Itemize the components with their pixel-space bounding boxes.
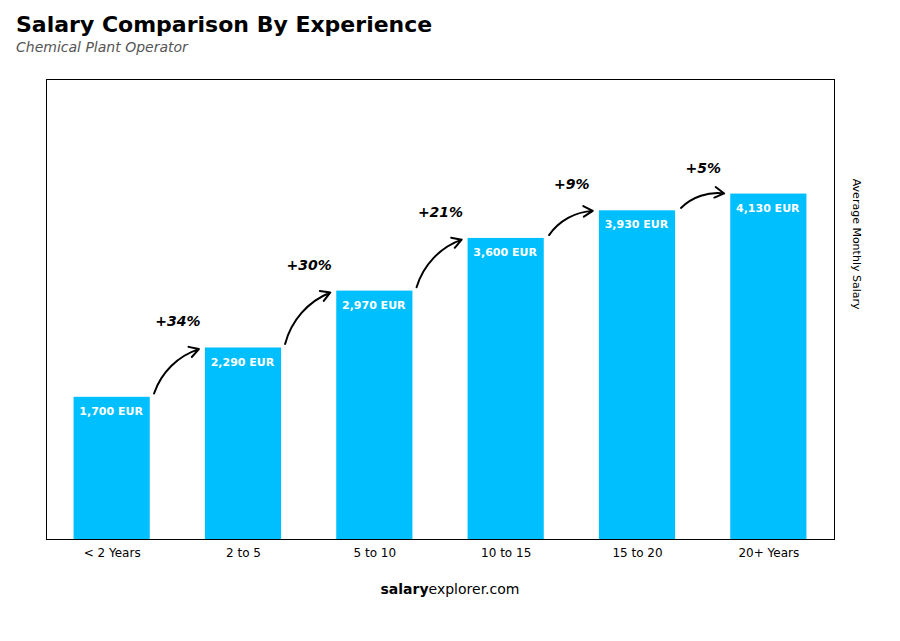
html-text:salary explorer.com: salary explorer.com <box>380 581 520 597</box>
svg-text:2,970 EUR: 2,970 EUR <box>342 299 406 312</box>
svg-text:+30%: +30% <box>287 257 332 273</box>
svg-text:3,600 EUR: 3,600 EUR <box>473 246 537 259</box>
svg-text:4,130 EUR: 4,130 EUR <box>736 202 800 215</box>
svg-text:5 to 10: 5 to 10 <box>354 546 397 560</box>
svg-text:+5%: +5% <box>685 160 721 176</box>
svg-text:2 to 5: 2 to 5 <box>226 546 261 560</box>
svg-text:10 to 15: 10 to 15 <box>481 546 531 560</box>
svg-text:2,290 EUR: 2,290 EUR <box>211 355 275 368</box>
svg-text:1,700 EUR: 1,700 EUR <box>79 405 143 418</box>
svg-text:< 2 Years: < 2 Years <box>84 546 141 560</box>
svg-text:+34%: +34% <box>155 313 200 329</box>
svg-text:+9%: +9% <box>554 176 590 192</box>
svg-text:+21%: +21% <box>418 204 463 220</box>
html-text:Chemical Plant Operator: Chemical Plant Operator <box>16 39 188 55</box>
svg-text:3,930 EUR: 3,930 EUR <box>605 218 669 231</box>
svg-text:Average Monthly Salary: Average Monthly Salary <box>850 179 863 310</box>
svg-text:20+ Years: 20+ Years <box>738 546 799 560</box>
svg-text:15 to 20: 15 to 20 <box>612 546 662 560</box>
html-text:Salary Comparison By Experienc: Salary Comparison By Experience <box>16 12 433 37</box>
